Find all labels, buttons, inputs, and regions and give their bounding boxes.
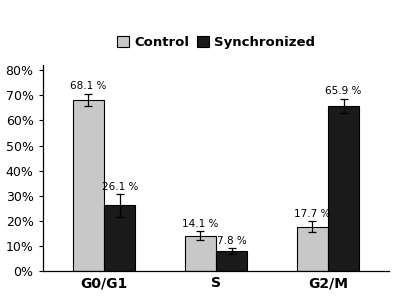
- Legend: Control, Synchronized: Control, Synchronized: [112, 31, 320, 54]
- Text: 68.1 %: 68.1 %: [70, 81, 107, 91]
- Text: 65.9 %: 65.9 %: [325, 86, 362, 96]
- Text: 7.8 %: 7.8 %: [217, 236, 246, 246]
- Text: 14.1 %: 14.1 %: [182, 218, 218, 229]
- Text: 26.1 %: 26.1 %: [102, 182, 138, 192]
- Bar: [328, 106, 359, 271]
- Text: 17.7 %: 17.7 %: [294, 209, 331, 219]
- Bar: [185, 236, 216, 271]
- Bar: [216, 251, 247, 271]
- Bar: [104, 205, 135, 271]
- Bar: [297, 226, 328, 271]
- Bar: [73, 100, 104, 271]
